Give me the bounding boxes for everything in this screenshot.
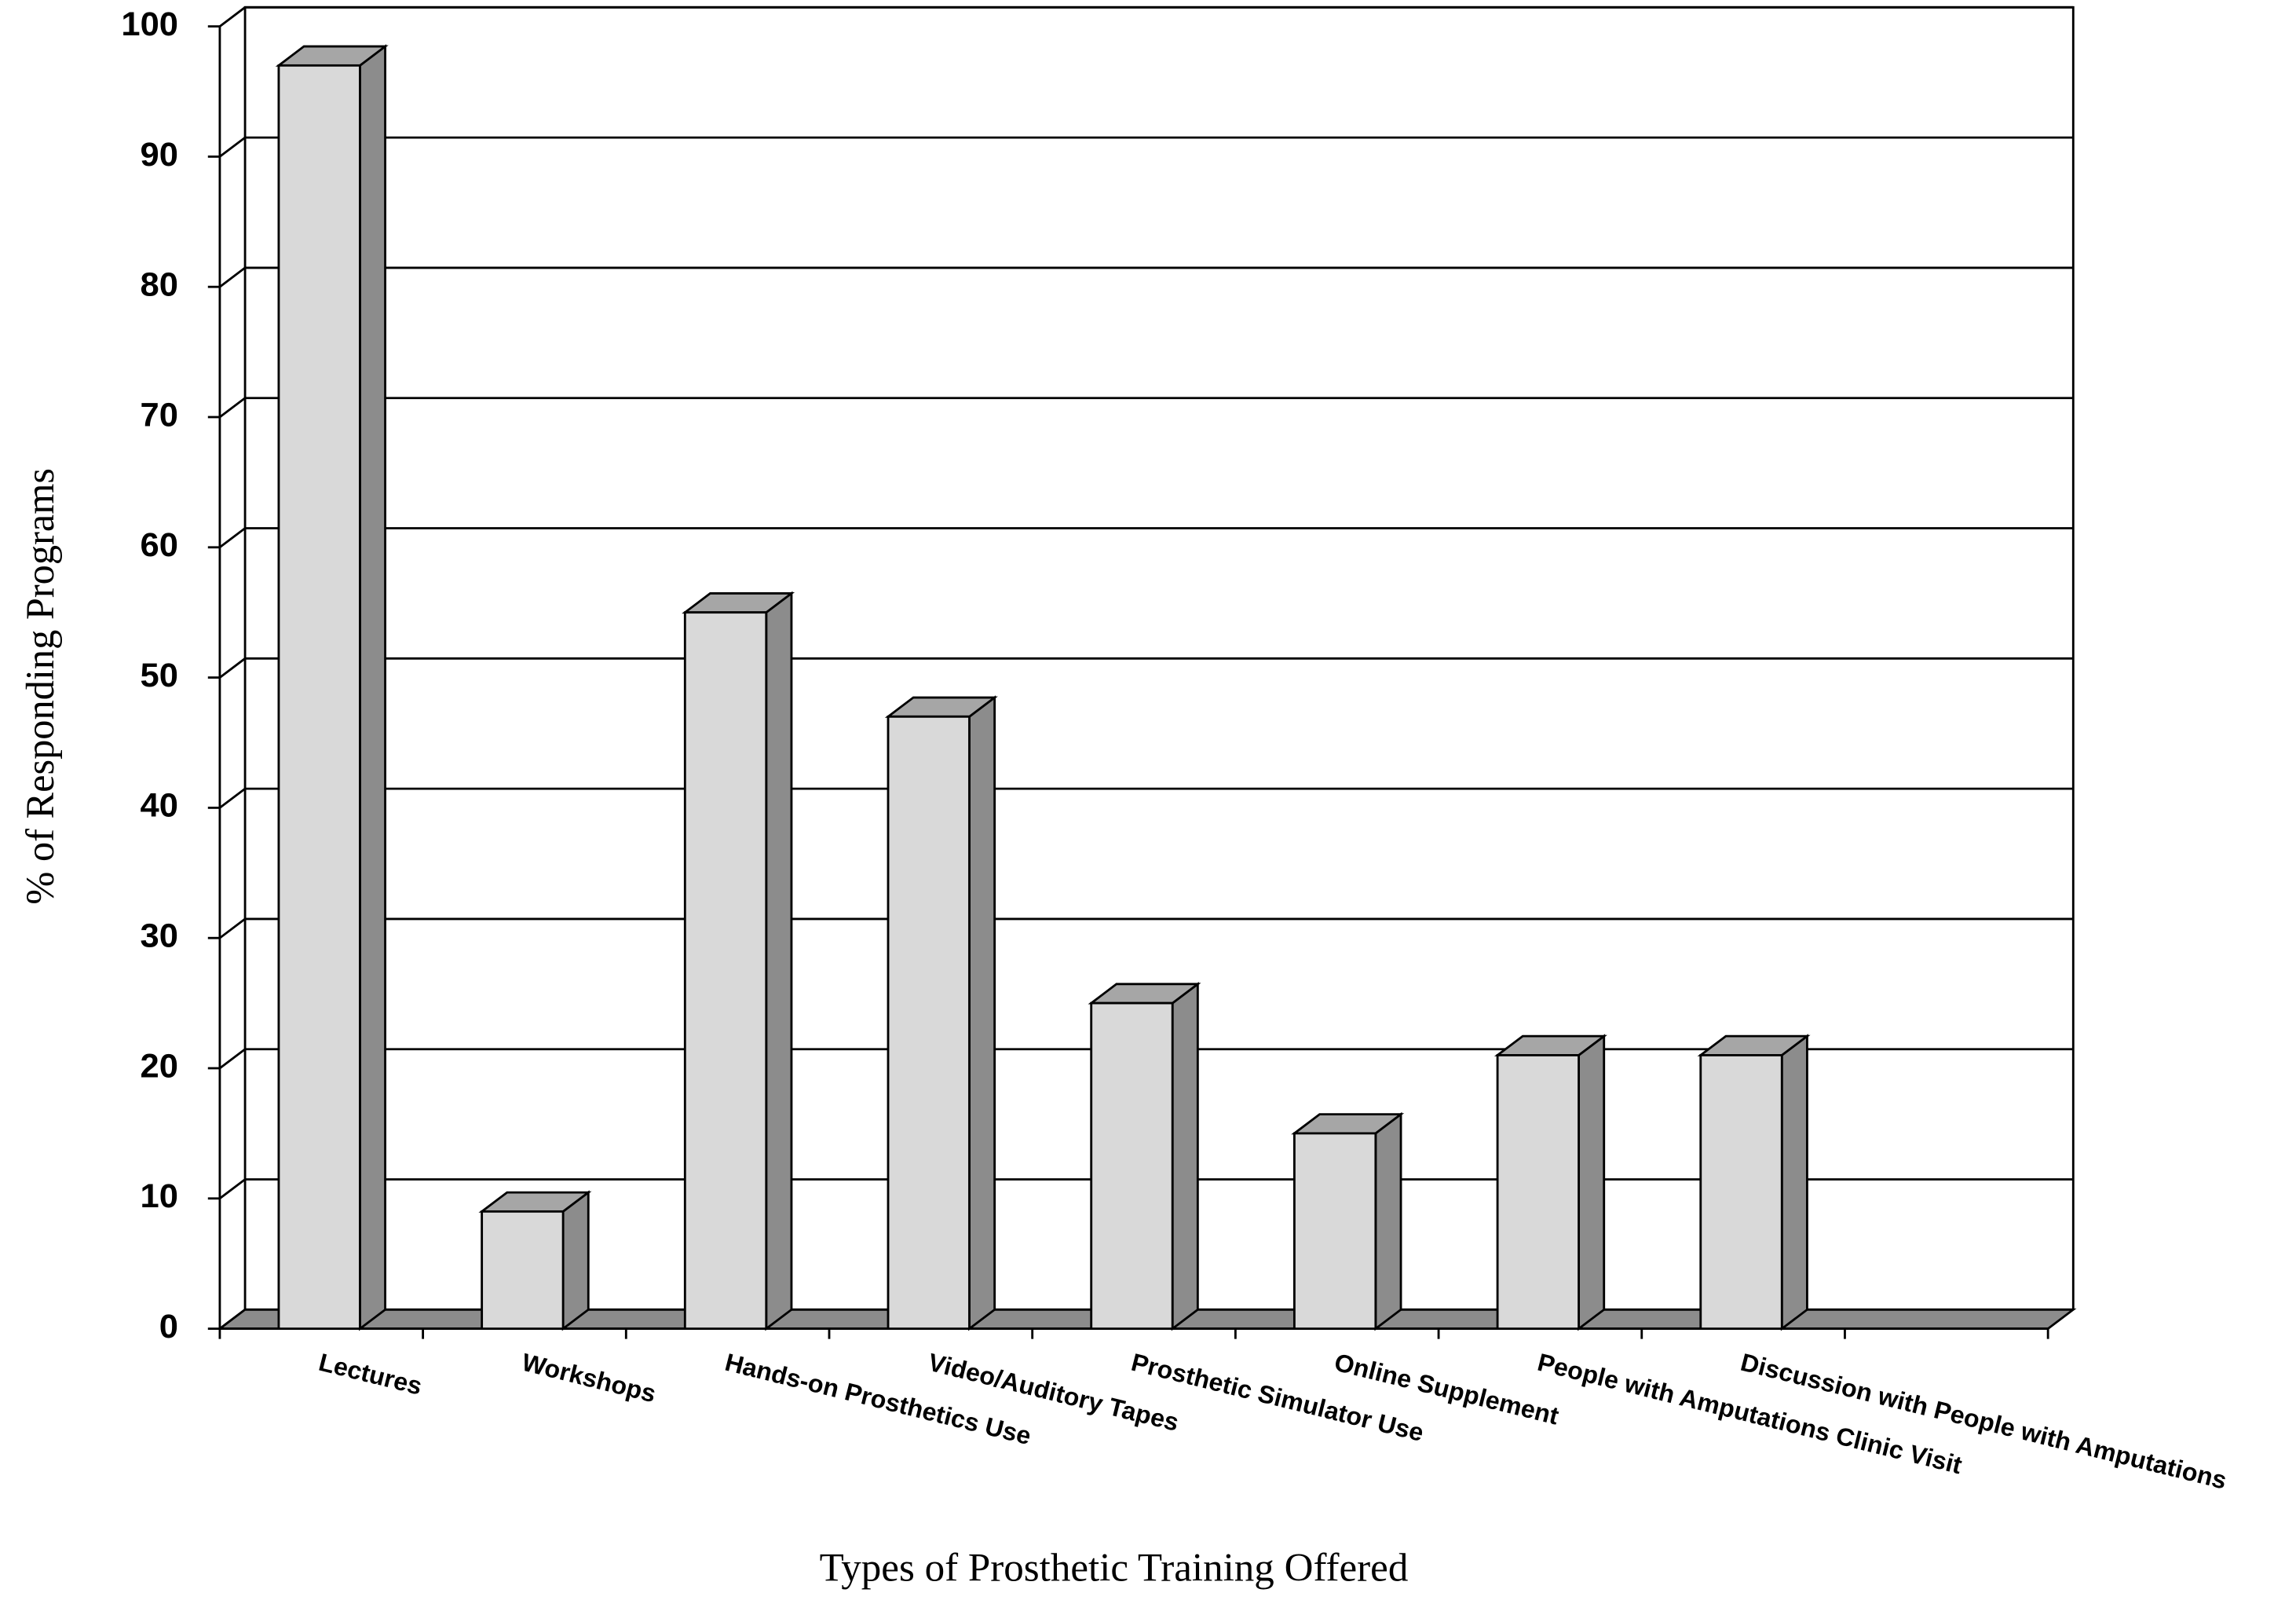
- grid-line: [219, 917, 2074, 939]
- bar: [1496, 1054, 1580, 1330]
- bar: [1292, 1132, 1377, 1330]
- y-tick-label: 10: [141, 1177, 178, 1215]
- y-tick-label: 90: [141, 136, 178, 174]
- bar-side: [358, 44, 386, 1331]
- bar-side: [1374, 1111, 1402, 1331]
- bar-side: [1171, 981, 1199, 1331]
- grid-line: [219, 657, 2074, 679]
- y-tick-label: 60: [141, 526, 178, 564]
- y-tick-label: 0: [159, 1308, 178, 1346]
- grid-line: [219, 1048, 2074, 1070]
- grid-line: [219, 266, 2074, 288]
- x-axis-label: Types of Prosthetic Training Offered: [820, 1546, 1409, 1590]
- y-axis-label: % of Responding Programs: [18, 468, 62, 905]
- bar-side: [561, 1190, 590, 1331]
- y-tick-label: 20: [141, 1048, 178, 1086]
- y-tick-label: 30: [141, 917, 178, 955]
- x-tick-label: Workshops: [519, 1348, 659, 1408]
- bar: [887, 715, 971, 1330]
- bar-side: [1578, 1034, 1606, 1331]
- bar-side: [1780, 1034, 1808, 1331]
- grid-line: [219, 527, 2074, 548]
- grid-line: [219, 136, 2074, 158]
- grid-line: [219, 5, 2074, 27]
- y-tick-label: 70: [141, 397, 178, 434]
- grid-line: [219, 397, 2074, 419]
- bar: [277, 64, 361, 1330]
- y-tick-label: 100: [121, 5, 178, 43]
- y-tick-label: 40: [141, 787, 178, 825]
- x-tick-label: Lectures: [316, 1348, 425, 1400]
- bar-side: [765, 591, 793, 1331]
- bar: [1699, 1054, 1783, 1330]
- bar: [481, 1210, 565, 1330]
- grid-line: [219, 787, 2074, 809]
- bar: [1090, 1001, 1174, 1330]
- bar-side: [968, 695, 996, 1331]
- y-tick-label: 50: [141, 657, 178, 694]
- bar: [683, 611, 768, 1330]
- grid-line: [219, 1178, 2074, 1199]
- y-tick-label: 80: [141, 266, 178, 304]
